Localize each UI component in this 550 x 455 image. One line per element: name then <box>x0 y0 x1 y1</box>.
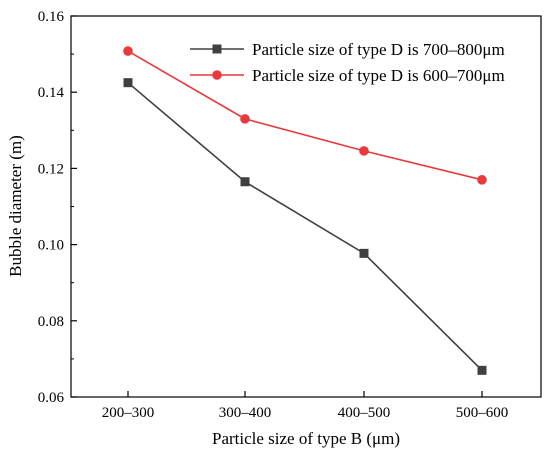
legend: Particle size of type D is 700–800μm Part… <box>190 40 505 85</box>
y-tick-label: 0.14 <box>38 85 65 101</box>
y-tick-label: 0.06 <box>38 390 65 406</box>
legend-marker <box>212 70 222 80</box>
data-point <box>477 365 487 375</box>
data-point <box>240 177 250 187</box>
data-point <box>123 78 133 88</box>
legend-label: Particle size of type D is 600–700μm <box>252 66 505 85</box>
data-point <box>477 175 487 185</box>
legend-label: Particle size of type D is 700–800μm <box>252 40 505 59</box>
x-axis-ticks: 200–300 300–400 400–500 500–600 <box>102 391 509 421</box>
x-tick-label: 500–600 <box>456 405 509 421</box>
data-point <box>240 114 250 124</box>
series-line-1 <box>127 82 483 371</box>
y-tick-label: 0.16 <box>38 9 65 25</box>
legend-marker <box>212 44 222 54</box>
series-layer <box>123 46 487 375</box>
x-tick-label: 200–300 <box>102 405 155 421</box>
y-tick-label: 0.12 <box>38 161 64 177</box>
data-point <box>123 46 133 56</box>
y-axis-ticks: 0.06 0.08 0.10 0.12 0.14 0.16 <box>38 9 77 406</box>
x-tick-label: 300–400 <box>219 405 272 421</box>
x-tick-label: 400–500 <box>338 405 391 421</box>
y-axis-title: Bubble diameter (m) <box>6 135 25 277</box>
y-tick-label: 0.10 <box>38 238 64 254</box>
series-line-2 <box>127 50 483 181</box>
data-point <box>359 146 369 156</box>
data-point <box>359 248 369 258</box>
y-tick-label: 0.08 <box>38 314 64 330</box>
x-axis-title: Particle size of type B (μm) <box>212 429 400 448</box>
